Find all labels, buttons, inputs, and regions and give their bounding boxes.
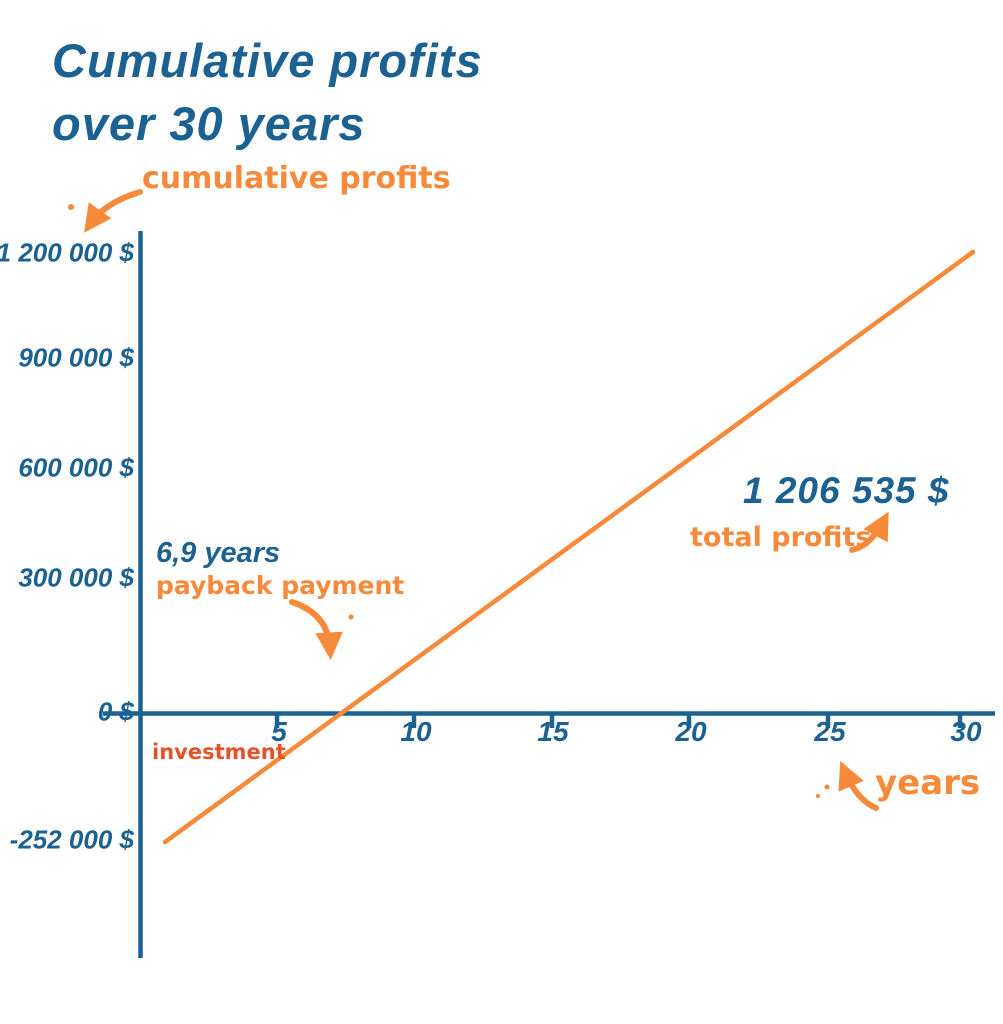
- x-axis-ticks: [274, 713, 963, 728]
- years-arrow-icon: [838, 760, 879, 811]
- page-title-line2: over 30 years: [52, 97, 366, 150]
- y-tick-label-0: 0 $: [97, 696, 134, 727]
- total-profits-arrow-icon: [849, 511, 889, 553]
- x-tick-label-25: 25: [814, 716, 846, 747]
- x-tick-label-10: 10: [400, 716, 432, 747]
- x-tick-label-30: 30: [950, 716, 982, 747]
- ink-splatter-dots: [68, 204, 849, 798]
- cumulative-profits-arrow-icon: [84, 189, 143, 233]
- y-tick-label-300000: 300 000 $: [18, 562, 134, 593]
- page-title-line1: Cumulative profits: [52, 34, 483, 87]
- x-axis-title: years: [875, 763, 981, 803]
- y-axis-title: cumulative profits: [142, 161, 451, 196]
- total-profits-value: 1 206 535 $: [743, 470, 950, 511]
- payback-value: 6,9 years: [156, 537, 281, 569]
- payback-arrow-icon: [289, 599, 343, 660]
- total-profits-label: total profits: [690, 522, 872, 553]
- x-tick-label-15: 15: [537, 716, 569, 747]
- y-tick-label-600000: 600 000 $: [18, 452, 134, 483]
- payback-label: payback payment: [156, 571, 405, 600]
- y-tick-label-neg252000: -252 000 $: [9, 824, 134, 855]
- investment-label: investment: [152, 740, 286, 764]
- profit-line-series: [162, 249, 976, 845]
- y-tick-label-1200000: 1 200 000 $: [0, 237, 134, 268]
- x-tick-label-20: 20: [675, 716, 707, 747]
- y-tick-label-900000: 900 000 $: [18, 342, 134, 373]
- x-tick-label-5: 5: [271, 716, 287, 747]
